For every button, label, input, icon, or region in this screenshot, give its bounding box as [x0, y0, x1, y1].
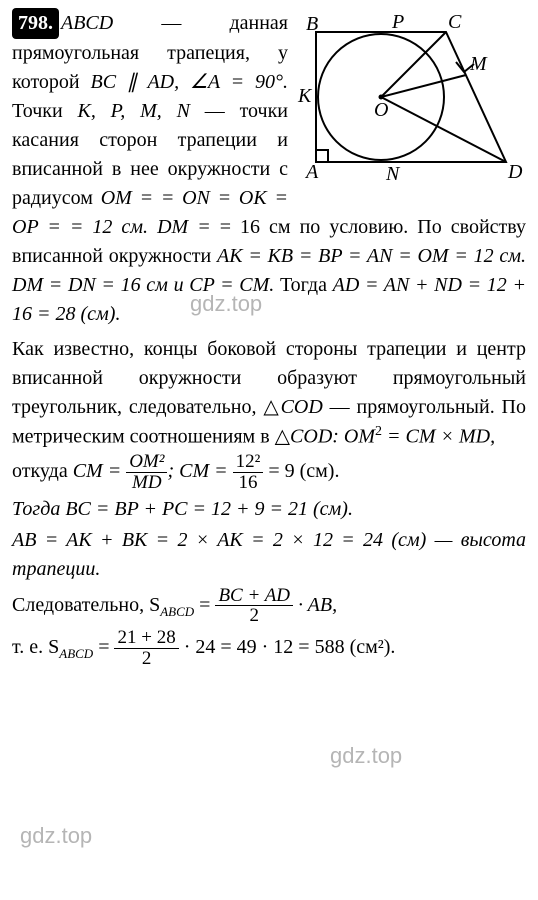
line-area-formula: Следовательно, SABCD = BC + AD2 · AB,: [12, 586, 526, 627]
sub1: ABCD: [160, 604, 194, 619]
t-p5: AB = AK + BK = 2 × AK = 2 × 12 = 24 (см)…: [12, 529, 526, 580]
frac4-num: 21 + 28: [114, 628, 178, 649]
t-p7b: =: [93, 636, 114, 658]
t-l1c: BC ∥ AD, ∠A = 90°.: [91, 71, 289, 93]
frac1-num: OM²: [126, 452, 167, 473]
label-M: M: [469, 53, 488, 75]
frac3-num: BC + AD: [215, 586, 293, 607]
problem-content: A B C D K P M N O 798.ABCD — данная прям…: [12, 8, 526, 669]
t-l3c: DM =: [157, 216, 211, 238]
label-A: A: [304, 161, 319, 182]
label-N: N: [385, 163, 401, 182]
t-p6a: Следовательно, S: [12, 594, 160, 616]
t-l5: AK = KB = BP = AN = OM = 12 см.: [217, 245, 526, 267]
watermark-gdz-2: gdz.top: [330, 740, 402, 772]
t-p7c: · 24 = 49 · 12 = 588 (см²).: [179, 636, 396, 658]
watermark-gdz-3: gdz.top: [20, 820, 92, 852]
t-l3d: = 16 см по усло: [220, 216, 368, 238]
t-p3d: = 9 (см).: [263, 460, 339, 482]
label-B: B: [306, 13, 318, 35]
sub2: ABCD: [59, 646, 93, 661]
t-l1a: ABCD: [61, 12, 113, 34]
t-p7a: т. е. S: [12, 636, 59, 658]
t-p3b: CM =: [73, 460, 127, 482]
line-frac1: откуда CM = OM²MD; CM = 12²16 = 9 (см).: [12, 452, 526, 493]
label-O: O: [374, 99, 388, 121]
geometry-figure: A B C D K P M N O: [296, 12, 526, 191]
t-p4: Тогда BC = BP + PC = 12 + 9 = 21 (см).: [12, 498, 353, 520]
t-l2a: Точки: [12, 100, 78, 122]
t-l3b: = 12 см.: [70, 216, 157, 238]
frac2-den: 16: [233, 473, 264, 493]
frac2-num: 12²: [233, 452, 264, 473]
t-l6b: Тогда: [274, 274, 332, 296]
t-p6b: =: [194, 594, 215, 616]
t-l2b: K, P, M, N: [78, 100, 190, 122]
t-l2d: OM =: [101, 187, 153, 209]
problem-number-badge: 798.: [12, 8, 59, 39]
t-p3c: ; CM =: [167, 460, 232, 482]
label-K: K: [297, 85, 313, 107]
frac1-den: MD: [126, 473, 167, 493]
t-p2d: COD: OM: [290, 426, 375, 448]
label-P: P: [391, 12, 404, 33]
frac4-den: 2: [114, 649, 178, 669]
label-C: C: [448, 12, 462, 33]
line-area-calc: т. е. SABCD = 21 + 282 · 24 = 49 · 12 = …: [12, 628, 526, 669]
t-l6: DM = DN = 16 см и CP = CM.: [12, 274, 274, 296]
t-p2e: = CM × MD,: [382, 426, 495, 448]
t-p3a: откуда: [12, 460, 73, 482]
label-D: D: [507, 161, 523, 182]
t-p6c: · AB,: [293, 594, 337, 616]
frac3-den: 2: [215, 606, 293, 626]
t-p2b: COD: [281, 396, 323, 418]
